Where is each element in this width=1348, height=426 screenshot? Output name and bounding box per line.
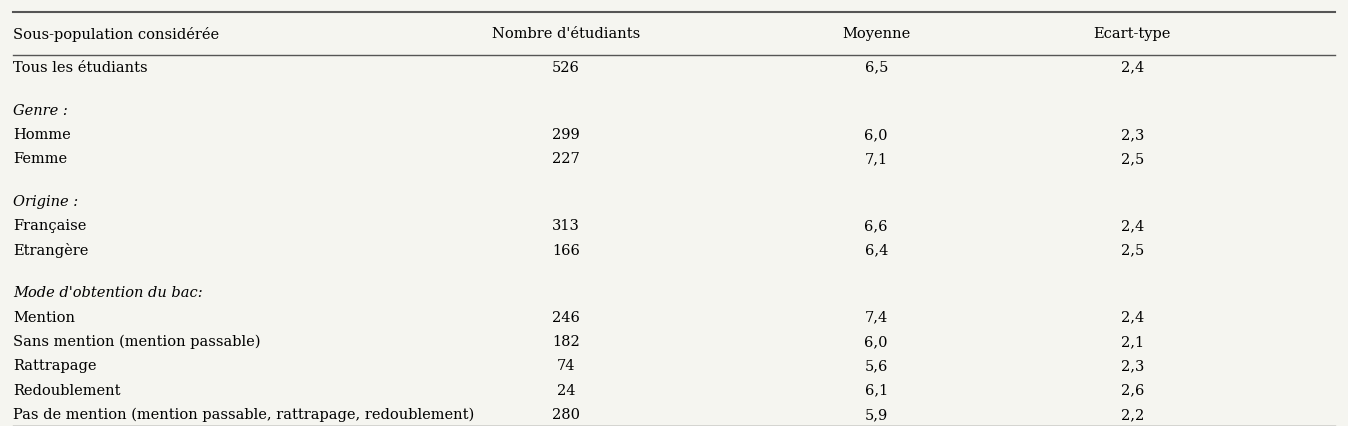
Text: 2,4: 2,4 <box>1120 60 1144 75</box>
Text: 24: 24 <box>557 383 576 397</box>
Text: 74: 74 <box>557 358 576 372</box>
Text: Femme: Femme <box>13 152 67 166</box>
Text: Origine :: Origine : <box>13 195 78 208</box>
Text: Moyenne: Moyenne <box>842 27 910 41</box>
Text: 6,5: 6,5 <box>864 60 888 75</box>
Text: 6,0: 6,0 <box>864 127 888 141</box>
Text: 2,4: 2,4 <box>1120 219 1144 233</box>
Text: 7,1: 7,1 <box>864 152 888 166</box>
Text: Sans mention (mention passable): Sans mention (mention passable) <box>13 334 262 348</box>
Text: Redoublement: Redoublement <box>13 383 121 397</box>
Text: 6,6: 6,6 <box>864 219 888 233</box>
Text: 2,1: 2,1 <box>1120 334 1144 348</box>
Text: Nombre d'étudiants: Nombre d'étudiants <box>492 27 640 41</box>
Text: Tous les étudiants: Tous les étudiants <box>13 60 148 75</box>
Text: 6,1: 6,1 <box>864 383 888 397</box>
Text: 526: 526 <box>553 60 580 75</box>
Text: 2,3: 2,3 <box>1120 358 1144 372</box>
Text: Mode d'obtention du bac:: Mode d'obtention du bac: <box>13 286 204 299</box>
Text: Homme: Homme <box>13 127 71 141</box>
Text: 227: 227 <box>553 152 580 166</box>
Text: Rattrapage: Rattrapage <box>13 358 97 372</box>
Text: 313: 313 <box>553 219 580 233</box>
Text: 5,9: 5,9 <box>864 407 888 421</box>
Text: 6,0: 6,0 <box>864 334 888 348</box>
Text: 7,4: 7,4 <box>864 310 888 324</box>
Text: Etrangère: Etrangère <box>13 242 89 257</box>
Text: 246: 246 <box>553 310 580 324</box>
Text: 6,4: 6,4 <box>864 243 888 257</box>
Text: Ecart-type: Ecart-type <box>1093 27 1171 41</box>
Text: 2,5: 2,5 <box>1120 243 1144 257</box>
Text: 2,5: 2,5 <box>1120 152 1144 166</box>
Text: 182: 182 <box>553 334 580 348</box>
Text: Genre :: Genre : <box>13 103 69 117</box>
Text: 5,6: 5,6 <box>864 358 888 372</box>
Text: 280: 280 <box>553 407 580 421</box>
Text: 166: 166 <box>553 243 580 257</box>
Text: 2,2: 2,2 <box>1120 407 1144 421</box>
Text: Sous-population considérée: Sous-population considérée <box>13 26 220 42</box>
Text: Française: Française <box>13 219 86 233</box>
Text: Mention: Mention <box>13 310 75 324</box>
Text: 2,3: 2,3 <box>1120 127 1144 141</box>
Text: 2,6: 2,6 <box>1120 383 1144 397</box>
Text: 299: 299 <box>553 127 580 141</box>
Text: 2,4: 2,4 <box>1120 310 1144 324</box>
Text: Pas de mention (mention passable, rattrapage, redoublement): Pas de mention (mention passable, rattra… <box>13 407 474 421</box>
